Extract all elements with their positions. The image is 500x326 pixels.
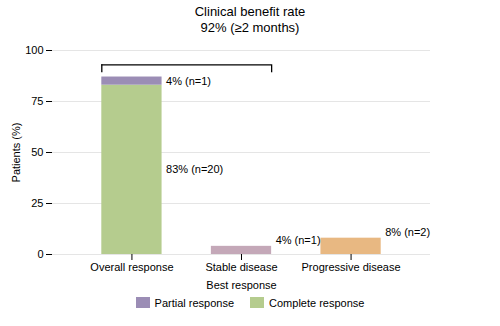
svg-text:Patients (%): Patients (%) — [10, 123, 22, 183]
svg-text:25: 25 — [31, 197, 43, 209]
html-text:Complete response: Complete response — [269, 297, 365, 309]
svg-text:Overall response: Overall response — [90, 261, 173, 273]
svg-text:Progressive disease: Progressive disease — [302, 261, 401, 273]
svg-text:0: 0 — [37, 248, 43, 260]
svg-text:Stable disease: Stable disease — [205, 261, 277, 273]
svg-text:4% (n=1): 4% (n=1) — [166, 75, 211, 87]
svg-text:50: 50 — [31, 146, 43, 158]
svg-text:4% (n=1): 4% (n=1) — [276, 234, 321, 246]
svg-text:Best response: Best response — [206, 279, 276, 291]
svg-text:100: 100 — [25, 44, 43, 56]
html-text:Clinical benefit rate: Clinical benefit rate — [194, 4, 306, 19]
html-text:Partial response: Partial response — [154, 297, 234, 309]
html-text:92% (≥2 months): 92% (≥2 months) — [200, 20, 300, 35]
svg-text:8% (n=2): 8% (n=2) — [385, 226, 430, 238]
svg-text:75: 75 — [31, 95, 43, 107]
svg-text:83% (n=20): 83% (n=20) — [166, 163, 223, 175]
